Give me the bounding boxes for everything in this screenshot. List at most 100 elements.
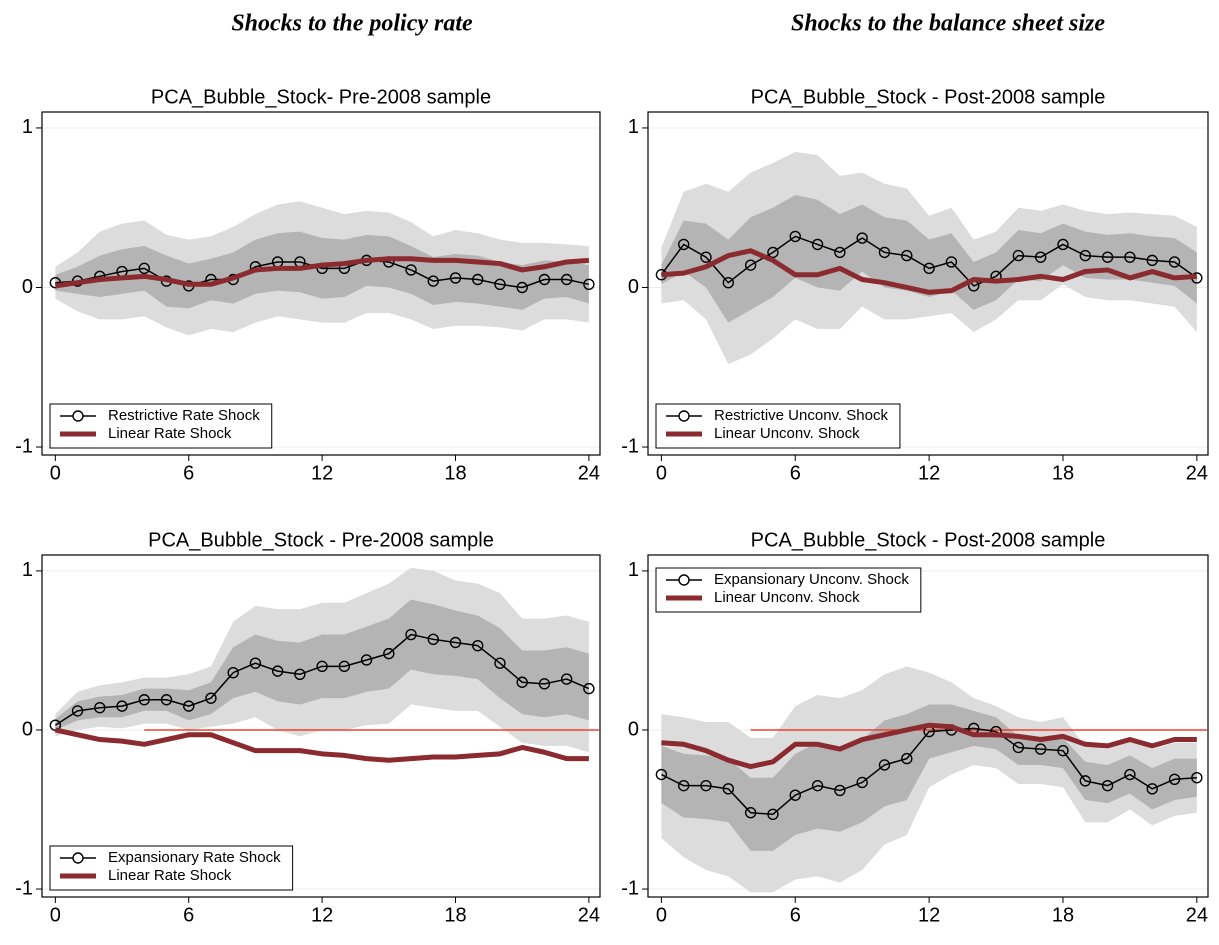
data-point [449, 636, 462, 649]
x-tick-label: 6 [790, 462, 801, 484]
data-point [700, 779, 712, 792]
data-point [1168, 256, 1181, 268]
data-point [1146, 254, 1158, 267]
x-tick-label: 24 [1186, 462, 1208, 484]
data-point [1124, 251, 1136, 263]
x-tick-label: 24 [578, 904, 600, 926]
column-heading: Shocks to the balance sheet size [791, 11, 1105, 37]
data-point [583, 682, 595, 695]
panel: PCA_Bubble_Stock - Post-2008 sample -1 0 1 0… [621, 86, 1209, 484]
data-point [945, 256, 958, 268]
x-tick-label: 18 [1052, 462, 1074, 484]
data-point [1012, 741, 1025, 754]
legend-marker [678, 574, 690, 586]
data-point [834, 784, 846, 797]
data-point [271, 665, 284, 677]
y-tick-label: 0 [628, 276, 639, 298]
data-point [1101, 779, 1114, 792]
data-point [878, 246, 891, 259]
data-point [138, 262, 150, 275]
data-point [901, 249, 913, 262]
legend-box [655, 567, 922, 613]
confidence-band [661, 666, 1197, 893]
legend-label: Linear Unconv. Shock [714, 589, 860, 606]
y-tick-label: -1 [621, 435, 639, 457]
legend-label: Restrictive Rate Shock [108, 407, 260, 424]
x-tick-label: 18 [1052, 904, 1074, 926]
data-point [71, 705, 84, 717]
x-tick-label: 0 [656, 462, 667, 484]
x-tick-label: 6 [183, 462, 194, 484]
panel: PCA_Bubble_Stock - Post-2008 sample -1 0 1 0… [621, 529, 1209, 926]
y-tick-label: 1 [628, 116, 639, 138]
data-point [538, 273, 551, 286]
data-point [249, 657, 262, 669]
data-point [1191, 771, 1203, 784]
x-tick-label: 24 [1186, 904, 1208, 926]
data-point [183, 700, 195, 712]
data-point [811, 238, 824, 251]
series-line [661, 248, 1198, 295]
column-heading: Shocks to the policy rate [231, 11, 473, 37]
legend-marker [72, 852, 84, 864]
legend-label: Restrictive Unconv. Shock [714, 407, 888, 424]
data-point [583, 278, 595, 290]
series-line [54, 633, 590, 726]
x-tick-label: 18 [444, 904, 466, 926]
data-point [789, 789, 801, 801]
confidence-band [55, 599, 589, 730]
data-point [901, 752, 913, 765]
data-point [494, 657, 506, 669]
data-point [789, 230, 801, 243]
data-point [677, 779, 690, 792]
panel: PCA_Bubble_Stock- Pre-2008 sample -1 0 1 0 6 1… [15, 86, 601, 484]
confidence-band [661, 704, 1197, 851]
data-point [516, 281, 528, 294]
data-point [1146, 783, 1158, 795]
data-point [1034, 251, 1047, 263]
data-point [834, 246, 846, 259]
legend-marker [678, 410, 690, 422]
data-point [767, 246, 779, 259]
x-tick-label: 12 [918, 462, 940, 484]
legend-label: Linear Rate Shock [108, 867, 232, 884]
legend-label: Linear Rate Shock [108, 425, 232, 442]
y-tick-label: 0 [628, 718, 639, 740]
data-point [316, 660, 328, 673]
data-point [923, 262, 935, 275]
series-line [54, 727, 589, 763]
data-point [677, 238, 690, 251]
y-tick-label: -1 [621, 877, 639, 899]
panel-title: PCA_Bubble_Stock - Post-2008 sample [751, 529, 1106, 551]
data-point [856, 232, 868, 244]
data-point [1034, 743, 1047, 755]
data-point [427, 275, 439, 287]
data-point [516, 676, 528, 688]
data-point [1057, 744, 1069, 757]
data-point [360, 654, 373, 666]
data-point [472, 639, 484, 652]
legend-label: Expansionary Rate Shock [108, 849, 281, 866]
data-point [811, 779, 824, 792]
data-point [294, 668, 306, 681]
data-point [722, 783, 735, 795]
data-point [383, 647, 395, 660]
data-point [116, 700, 128, 712]
data-point [700, 251, 712, 263]
legend-label: Linear Unconv. Shock [714, 425, 860, 442]
panel-title: PCA_Bubble_Stock - Pre-2008 sample [148, 529, 494, 551]
y-tick-label: -1 [15, 435, 33, 457]
data-point [227, 667, 239, 679]
data-point [560, 273, 573, 286]
y-tick-label: 0 [22, 276, 33, 298]
data-point [1101, 251, 1114, 263]
data-point [472, 273, 484, 286]
series-line [661, 727, 1197, 816]
data-point [1079, 775, 1091, 787]
series-line [660, 235, 1198, 287]
legend-box [655, 403, 901, 449]
legend-box [49, 403, 273, 449]
x-tick-label: 12 [918, 904, 940, 926]
y-tick-label: 1 [628, 559, 639, 581]
series-line [55, 259, 590, 289]
